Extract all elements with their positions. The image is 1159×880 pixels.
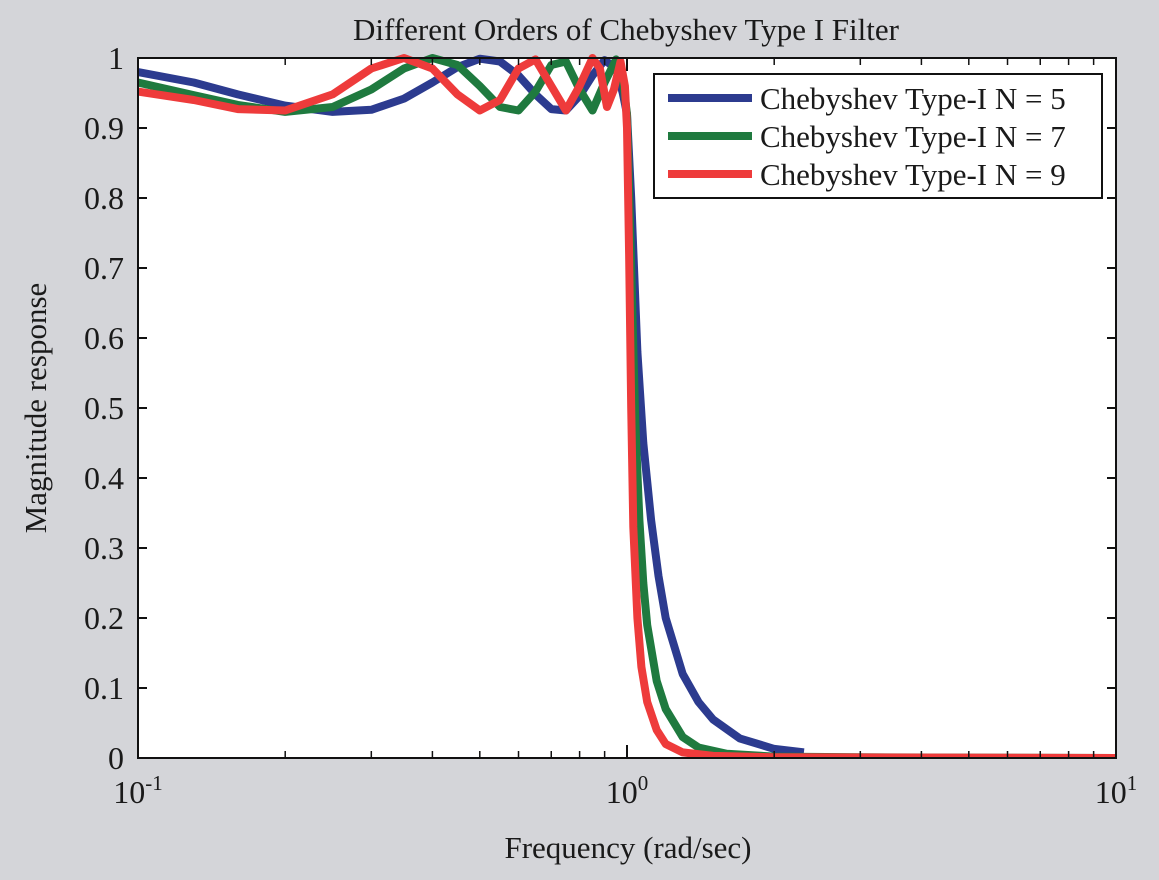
y-tick-label: 0.8: [84, 180, 124, 216]
series-line-n7: [138, 54, 1116, 758]
x-tick-label: 100: [606, 771, 649, 810]
legend-label-n7: Chebyshev Type-I N = 7: [760, 119, 1066, 154]
y-tick-label: 0.2: [84, 600, 124, 636]
legend-label-n5: Chebyshev Type-I N = 5: [760, 81, 1066, 116]
y-tick-label: 0.4: [84, 460, 124, 496]
x-tick-base: 10: [113, 774, 145, 810]
y-tick-label: 0.9: [84, 110, 124, 146]
x-tick-exponent: -1: [145, 771, 163, 795]
x-tick-exponent: 0: [638, 771, 649, 795]
x-tick-base: 10: [606, 774, 638, 810]
series-line-n5: [138, 54, 805, 757]
y-tick-label: 1: [108, 40, 124, 76]
y-tick-label: 0: [108, 740, 124, 776]
x-tick-exponent: 1: [1127, 771, 1138, 795]
y-axis-label: Magnitude response: [18, 283, 53, 534]
x-axis-label: Frequency (rad/sec): [504, 830, 751, 865]
y-tick-label: 0.7: [84, 250, 124, 286]
series-line-n9: [138, 54, 1116, 758]
x-tick-base: 10: [1095, 774, 1127, 810]
y-tick-label: 0.1: [84, 670, 124, 706]
chart-title: Different Orders of Chebyshev Type I Fil…: [353, 12, 900, 47]
x-tick-label: 10-1: [113, 771, 163, 810]
y-tick-label: 0.3: [84, 530, 124, 566]
x-tick-label: 101: [1095, 771, 1138, 810]
y-tick-label: 0.6: [84, 320, 124, 356]
legend-label-n9: Chebyshev Type-I N = 9: [760, 157, 1066, 192]
y-tick-label: 0.5: [84, 390, 124, 426]
